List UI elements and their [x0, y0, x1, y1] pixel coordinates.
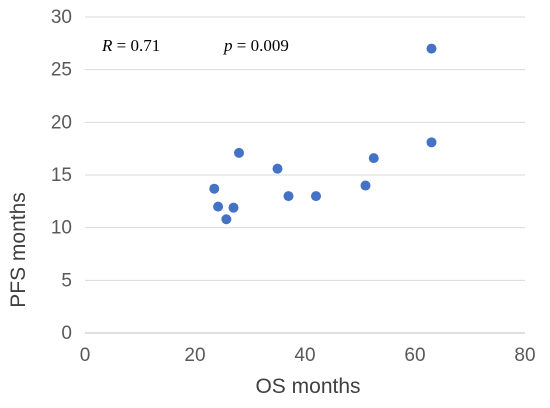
data-point-4 — [228, 202, 239, 213]
data-point-7 — [283, 191, 294, 202]
data-point-8 — [311, 191, 321, 202]
data-points — [209, 43, 437, 225]
y-tick-label: 25 — [51, 60, 72, 81]
data-point-9 — [360, 180, 371, 191]
annotation-r-value: R = 0.71 — [101, 36, 160, 55]
y-tick-label: 15 — [51, 165, 72, 186]
annotation-p-value: p = 0.009 — [223, 36, 289, 55]
y-tick-label: 5 — [61, 270, 72, 291]
data-point-10 — [368, 153, 379, 164]
y-axis-title: PFS months — [7, 192, 30, 308]
x-tick-label: 0 — [80, 345, 91, 366]
y-tick-label: 10 — [51, 218, 72, 239]
data-point-5 — [234, 147, 244, 158]
x-axis-title: OS months — [255, 375, 360, 398]
x-tick-label: 80 — [514, 345, 535, 366]
data-point-12 — [426, 137, 437, 148]
data-point-2 — [213, 201, 224, 212]
y-tick-label: 20 — [51, 112, 72, 133]
data-point-11 — [426, 43, 437, 54]
data-point-6 — [272, 163, 283, 174]
data-point-3 — [221, 214, 232, 225]
x-tick-label: 40 — [294, 345, 315, 366]
x-tick-labels: 0 20 40 60 80 — [80, 345, 536, 366]
data-point-1 — [209, 183, 220, 194]
gridlines — [85, 16, 525, 334]
y-tick-label: 0 — [61, 323, 72, 344]
x-tick-label: 60 — [404, 345, 425, 366]
x-tick-label: 20 — [184, 345, 205, 366]
y-tick-label: 30 — [51, 7, 72, 28]
y-tick-labels: 0 5 10 15 20 25 30 — [51, 7, 72, 344]
